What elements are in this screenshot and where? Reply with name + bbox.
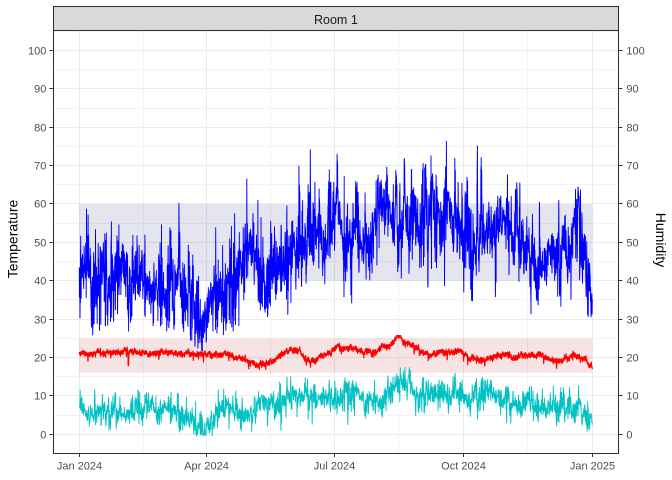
svg-text:50: 50 [34, 238, 46, 250]
svg-text:30: 30 [34, 315, 46, 327]
svg-text:0: 0 [626, 430, 632, 442]
svg-text:80: 80 [34, 123, 46, 135]
svg-text:Apr 2024: Apr 2024 [184, 461, 229, 473]
svg-text:10: 10 [34, 391, 46, 403]
svg-text:40: 40 [626, 276, 638, 288]
svg-text:0: 0 [40, 430, 46, 442]
svg-text:100: 100 [28, 46, 46, 58]
svg-text:Temperature: Temperature [5, 199, 21, 278]
svg-text:20: 20 [34, 353, 46, 365]
svg-text:Jan 2025: Jan 2025 [570, 461, 615, 473]
svg-text:60: 60 [34, 199, 46, 211]
svg-text:Jan 2024: Jan 2024 [57, 461, 102, 473]
svg-text:60: 60 [626, 199, 638, 211]
svg-text:20: 20 [626, 353, 638, 365]
svg-text:Humidity: Humidity [653, 213, 669, 267]
svg-text:10: 10 [626, 391, 638, 403]
svg-text:70: 70 [626, 161, 638, 173]
svg-text:Oct 2024: Oct 2024 [441, 461, 486, 473]
svg-text:90: 90 [34, 84, 46, 96]
svg-text:Room 1: Room 1 [314, 13, 358, 27]
svg-text:30: 30 [626, 315, 638, 327]
svg-text:80: 80 [626, 123, 638, 135]
svg-text:70: 70 [34, 161, 46, 173]
svg-text:90: 90 [626, 84, 638, 96]
svg-text:Jul 2024: Jul 2024 [314, 461, 356, 473]
svg-text:40: 40 [34, 276, 46, 288]
svg-text:50: 50 [626, 238, 638, 250]
svg-text:100: 100 [626, 46, 644, 58]
